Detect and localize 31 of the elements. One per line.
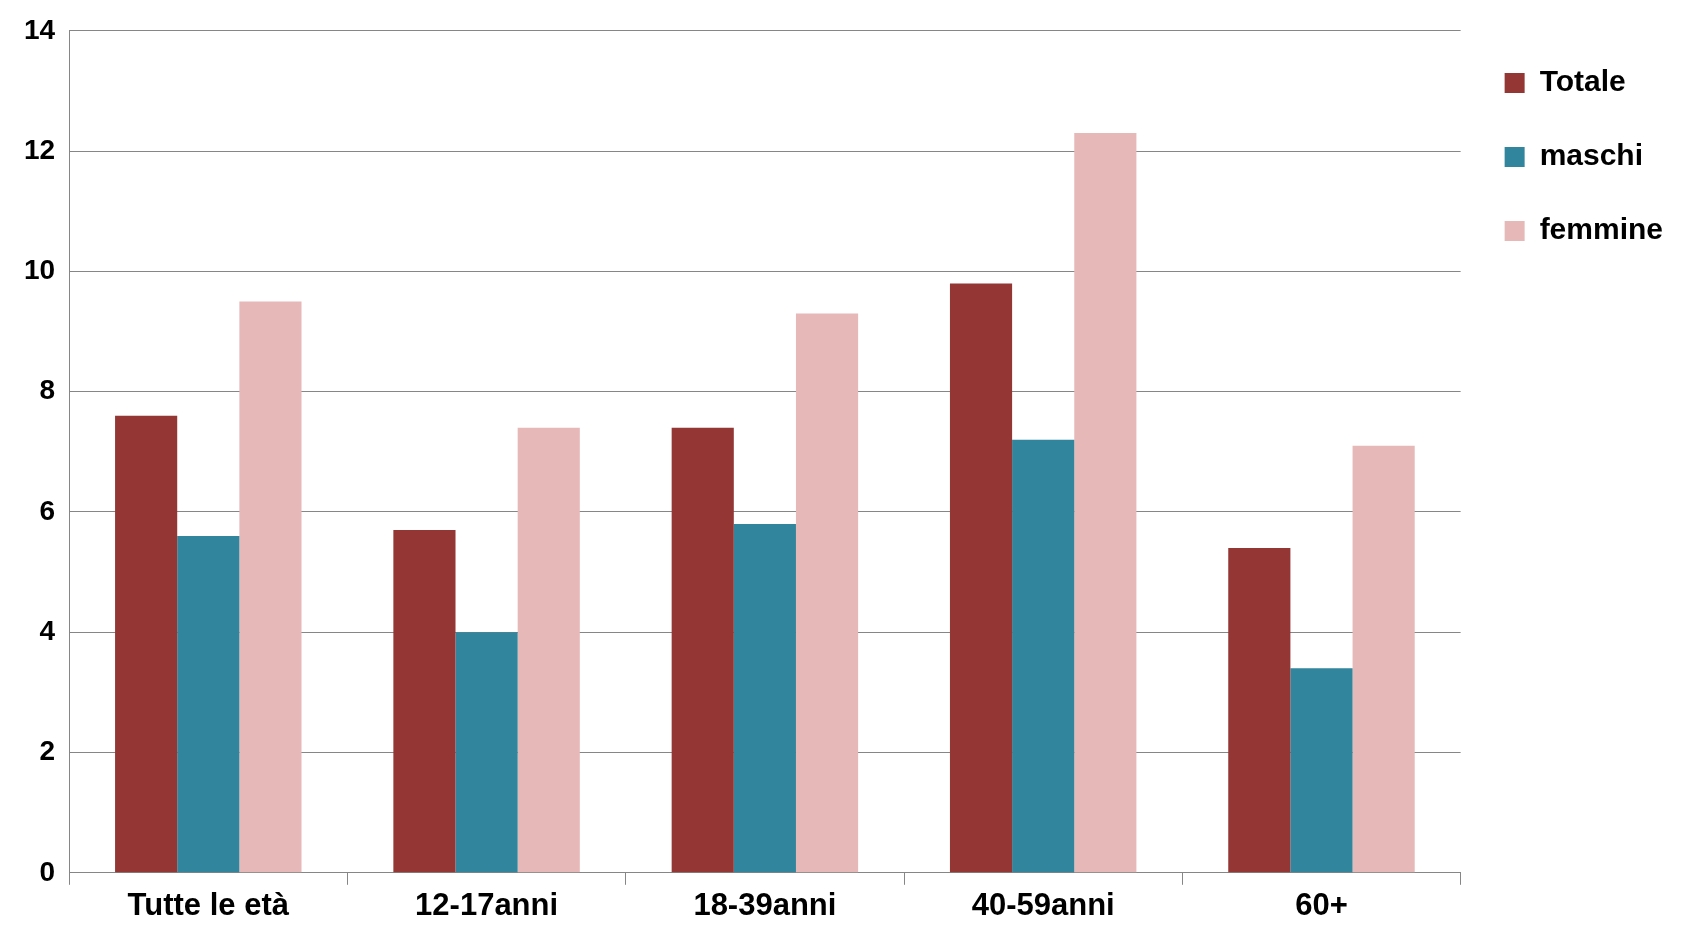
- x-tick-label: 18-39anni: [693, 886, 837, 922]
- bar: [733, 523, 796, 873]
- bar: [517, 427, 580, 873]
- legend-label: Totale: [1539, 64, 1626, 98]
- x-tick-label: 12-17anni: [415, 886, 559, 922]
- y-tick-label: 4: [39, 614, 56, 646]
- y-tick-label: 10: [23, 254, 56, 286]
- legend-label: femmine: [1539, 212, 1664, 246]
- bar: [795, 313, 859, 873]
- x-tick-label: 60+: [1295, 886, 1348, 922]
- bar: [1290, 668, 1353, 873]
- bar: [393, 529, 456, 873]
- y-tick-label: 0: [39, 855, 56, 887]
- bar: [949, 283, 1013, 873]
- bar: [1012, 439, 1075, 873]
- y-tick-label: 8: [39, 374, 56, 406]
- bar: [1228, 548, 1291, 873]
- x-tick-label: Tutte le età: [127, 886, 290, 922]
- bar: [115, 415, 178, 873]
- bar: [177, 536, 240, 873]
- y-tick-label: 6: [39, 494, 56, 526]
- bar: [671, 427, 734, 873]
- bar: [1352, 445, 1415, 873]
- y-tick-label: 2: [39, 735, 56, 767]
- bar: [1074, 133, 1137, 873]
- bar: [455, 632, 518, 873]
- bar: [239, 301, 302, 873]
- y-tick-label: 12: [23, 133, 56, 165]
- x-tick-label: 40-59anni: [971, 886, 1115, 922]
- y-tick-label: 14: [23, 13, 56, 45]
- legend-label: maschi: [1539, 138, 1644, 172]
